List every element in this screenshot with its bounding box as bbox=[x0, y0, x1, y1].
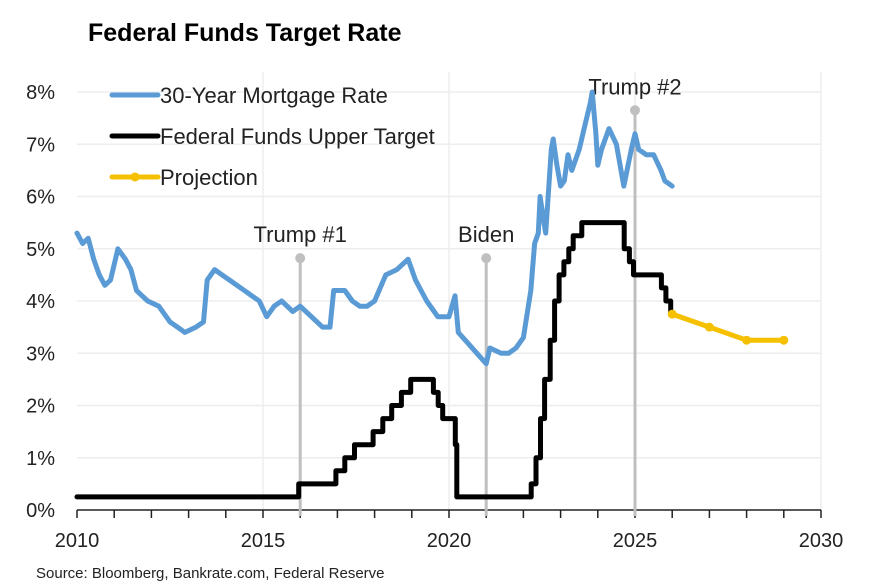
projection-point bbox=[667, 309, 677, 319]
y-tick-label: 2% bbox=[26, 396, 55, 418]
x-tick-label: 2010 bbox=[55, 530, 100, 552]
source-note: Source: Bloomberg, Bankrate.com, Federal… bbox=[36, 565, 385, 582]
series-line-2 bbox=[669, 311, 787, 343]
legend: 30-Year Mortgage Rate Federal Funds Upper… bbox=[109, 83, 435, 190]
x-tick-label: 2020 bbox=[427, 530, 472, 552]
legend-label: 30-Year Mortgage Rate bbox=[160, 83, 388, 108]
annotation-dot bbox=[295, 253, 306, 264]
annotation-dot bbox=[481, 253, 492, 264]
x-tick-label: 2030 bbox=[799, 530, 844, 552]
legend-label: Projection bbox=[160, 165, 258, 190]
y-tick-label: 0% bbox=[26, 500, 55, 522]
annotation-dot bbox=[630, 105, 640, 116]
annotation-label: Biden bbox=[458, 222, 514, 247]
y-tick-label: 6% bbox=[26, 187, 55, 209]
axes: 0% 1% 2% 3% 4% 5% 6% 7% 8% 2010 2015 2020 2025 2030 bbox=[26, 82, 843, 552]
y-tick-label: 4% bbox=[26, 291, 55, 313]
annotations: Trump #1 Biden Trump #2 bbox=[254, 74, 682, 516]
y-tick-label: 8% bbox=[26, 82, 55, 104]
chart-title: Federal Funds Target Rate bbox=[88, 19, 402, 47]
legend-label: Federal Funds Upper Target bbox=[160, 124, 435, 149]
projection-point bbox=[704, 322, 714, 332]
legend-marker bbox=[130, 172, 140, 182]
y-tick-label: 3% bbox=[26, 343, 55, 365]
annotation-label: Trump #1 bbox=[254, 222, 347, 247]
y-tick-label: 7% bbox=[26, 134, 55, 156]
series-group bbox=[74, 89, 789, 500]
x-tick-label: 2025 bbox=[613, 530, 658, 552]
annotation-label: Trump #2 bbox=[588, 74, 681, 99]
x-tick-label: 2015 bbox=[241, 530, 286, 552]
projection-point bbox=[779, 335, 789, 345]
y-tick-label: 1% bbox=[26, 448, 55, 470]
series-line-0 bbox=[74, 89, 675, 367]
series-line-1 bbox=[74, 220, 674, 500]
y-tick-label: 5% bbox=[26, 239, 55, 261]
projection-point bbox=[742, 335, 752, 345]
